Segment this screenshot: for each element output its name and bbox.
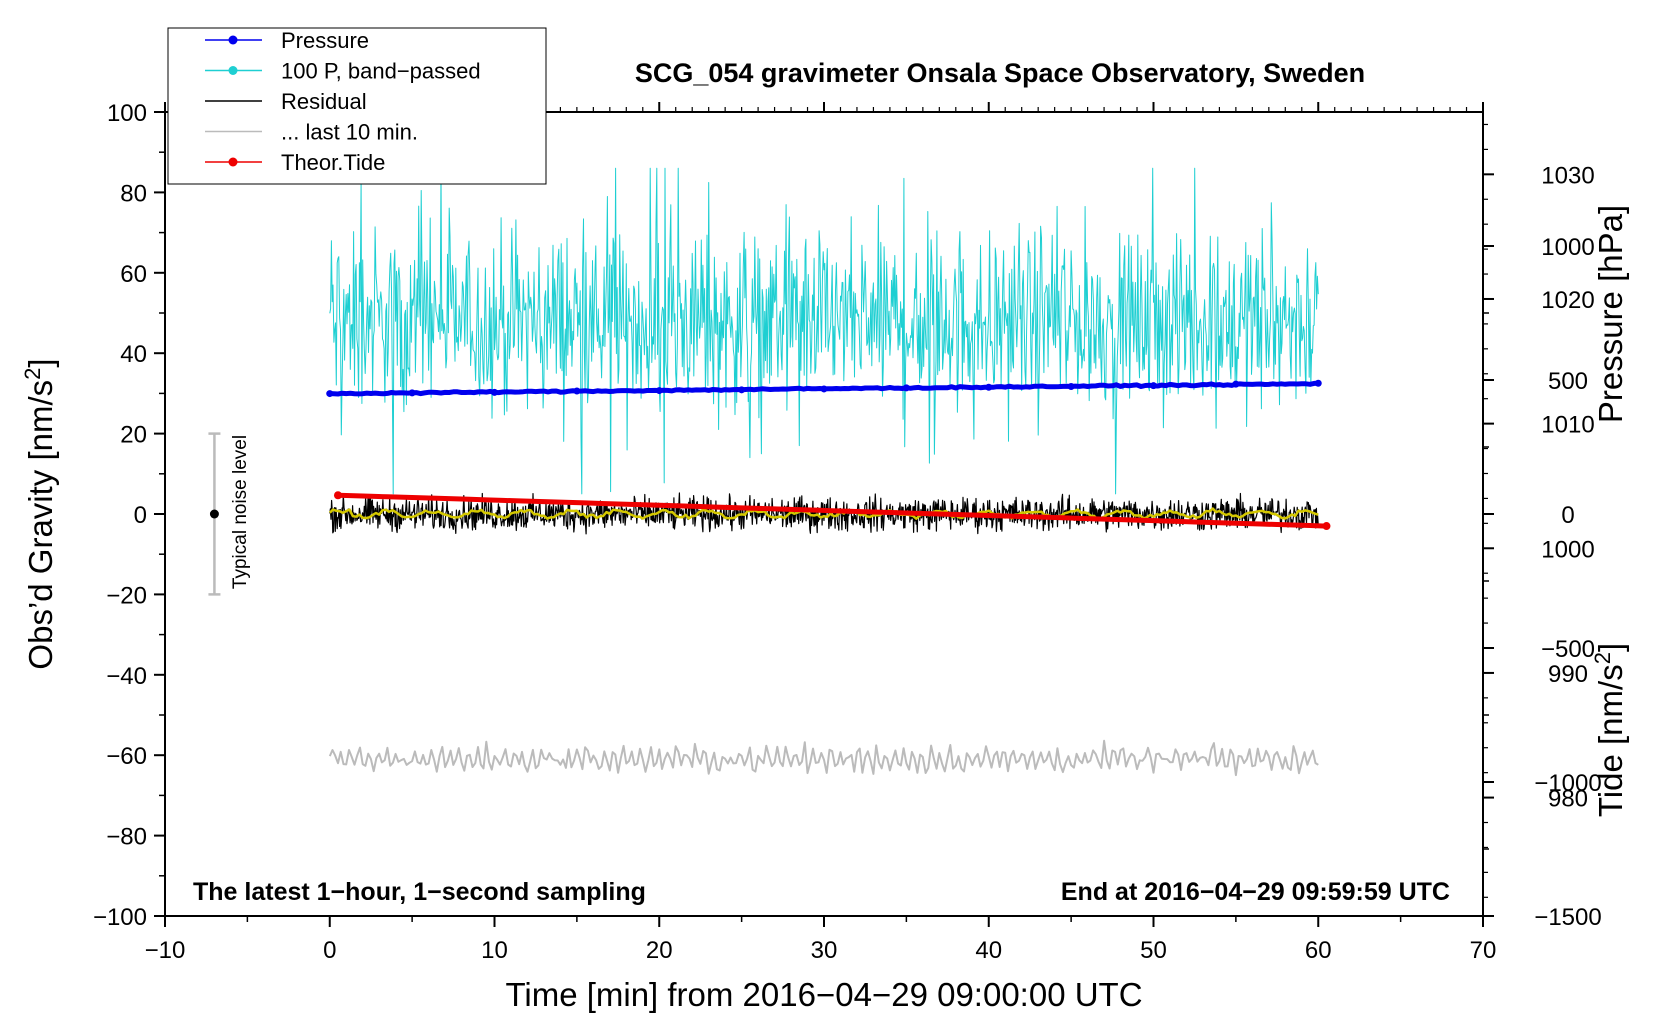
x-tick-label: 60 — [1305, 937, 1332, 964]
pressure-point — [1067, 382, 1075, 390]
y-tick-label: −80 — [106, 824, 147, 851]
y-tick-label: −60 — [106, 743, 147, 770]
y-tick-label: −20 — [106, 582, 147, 609]
tide-point — [333, 491, 342, 500]
noise-bar-center — [209, 509, 219, 519]
chart-title: SCG_054 gravimeter Onsala Space Observat… — [635, 58, 1365, 88]
pressure-tick-label: 1010 — [1541, 412, 1594, 439]
pressure-tick-label: 1000 — [1541, 536, 1594, 563]
pressure-point — [902, 384, 910, 392]
legend-label: Residual — [281, 89, 367, 114]
y-axis-label-gravity-prefix: Obs’d Gravity [nm/s — [22, 380, 59, 670]
x-axis-label: Time [min] from 2016−04−29 09:00:00 UTC — [505, 976, 1142, 1013]
tide-tick-label: 500 — [1548, 368, 1588, 395]
legend-entries: Pressure 100 P, band−passed Residual ... la… — [205, 28, 481, 175]
x-tick-label: 20 — [646, 937, 673, 964]
legend: Pressure 100 P, band−passed Residual ... la… — [167, 27, 547, 185]
y-tick-label: 0 — [134, 502, 147, 529]
pressure-point — [738, 386, 746, 394]
tide-tick-label: 1000 — [1541, 234, 1594, 261]
y-axis-label-tide-prefix: Tide [nm/s — [1592, 664, 1629, 817]
pressure-point — [408, 389, 416, 397]
legend-marker — [228, 35, 238, 45]
pressure-tick-label: 980 — [1548, 786, 1588, 813]
annotation-sampling: The latest 1−hour, 1−second sampling — [193, 878, 646, 906]
noise-bar-label: Typical noise level — [230, 435, 251, 589]
legend-label: Theor.Tide — [281, 150, 385, 175]
y-tick-label: 20 — [120, 422, 147, 449]
tide-tick-label: −1500 — [1534, 904, 1601, 931]
series-band-passed-pressure — [329, 167, 1319, 495]
x-tick-label: −10 — [145, 937, 186, 964]
series-residual-smoothed — [328, 507, 1319, 521]
tide-tick-label: 0 — [1561, 502, 1574, 529]
y-axis-label-tide-suffix: ] — [1592, 643, 1629, 652]
tide-tick-label: −500 — [1541, 636, 1595, 663]
legend-label: 100 P, band−passed — [281, 59, 481, 84]
y-tick-label: 100 — [107, 100, 147, 127]
legend-label: ... last 10 min. — [281, 120, 418, 145]
x-tick-label: 40 — [975, 937, 1002, 964]
legend-marker — [228, 157, 238, 167]
tide-tick-label: −1000 — [1534, 770, 1601, 797]
x-tick-label: 70 — [1470, 937, 1497, 964]
axes-layer: −10 0 10 20 30 40 50 60 70100806040200−20−40−60−… — [93, 100, 1602, 964]
y-tick-label: 80 — [120, 180, 147, 207]
y-axis-label-gravity-exp: 2 — [20, 368, 45, 380]
series-last-10-min — [328, 739, 1319, 777]
y-axis-label-gravity-suffix: ] — [22, 358, 59, 367]
pressure-point — [655, 387, 663, 395]
pressure-tick-label: 1030 — [1541, 162, 1594, 189]
x-tick-label: 0 — [323, 937, 336, 964]
y-axis-label-tide: Tide [nm/s2] — [1590, 643, 1630, 817]
pressure-point — [1150, 382, 1157, 390]
pressure-point — [985, 383, 993, 391]
y-tick-label: −40 — [106, 663, 147, 690]
tide-point — [1322, 522, 1331, 531]
x-tick-label: 30 — [811, 937, 838, 964]
annotation-end-time: End at 2016−04−29 09:59:59 UTC — [1061, 878, 1450, 906]
pressure-point — [573, 387, 581, 395]
y-axis-label-pressure: Pressure [hPa] — [1592, 205, 1629, 423]
y-tick-label: 40 — [120, 341, 147, 368]
noise-bar — [208, 432, 221, 596]
series-layer — [326, 167, 1331, 777]
pressure-point — [1314, 379, 1322, 387]
x-tick-label: 10 — [481, 937, 508, 964]
pressure-point — [491, 388, 498, 396]
pressure-tick-label: 990 — [1548, 661, 1588, 688]
pressure-point — [326, 390, 334, 398]
y-tick-label: −100 — [93, 904, 147, 931]
pressure-tick-label: 1020 — [1541, 287, 1594, 314]
y-tick-label: 60 — [120, 261, 147, 288]
pressure-point — [1232, 380, 1240, 388]
y-axis-label-gravity: Obs’d Gravity [nm/s2] — [20, 358, 60, 669]
series-theoretical-tide — [337, 492, 1327, 529]
y-axis-label-tide-exp: 2 — [1590, 652, 1615, 664]
x-tick-label: 50 — [1140, 937, 1167, 964]
legend-marker — [228, 66, 238, 75]
pressure-point — [820, 385, 828, 393]
legend-label: Pressure — [281, 28, 369, 53]
